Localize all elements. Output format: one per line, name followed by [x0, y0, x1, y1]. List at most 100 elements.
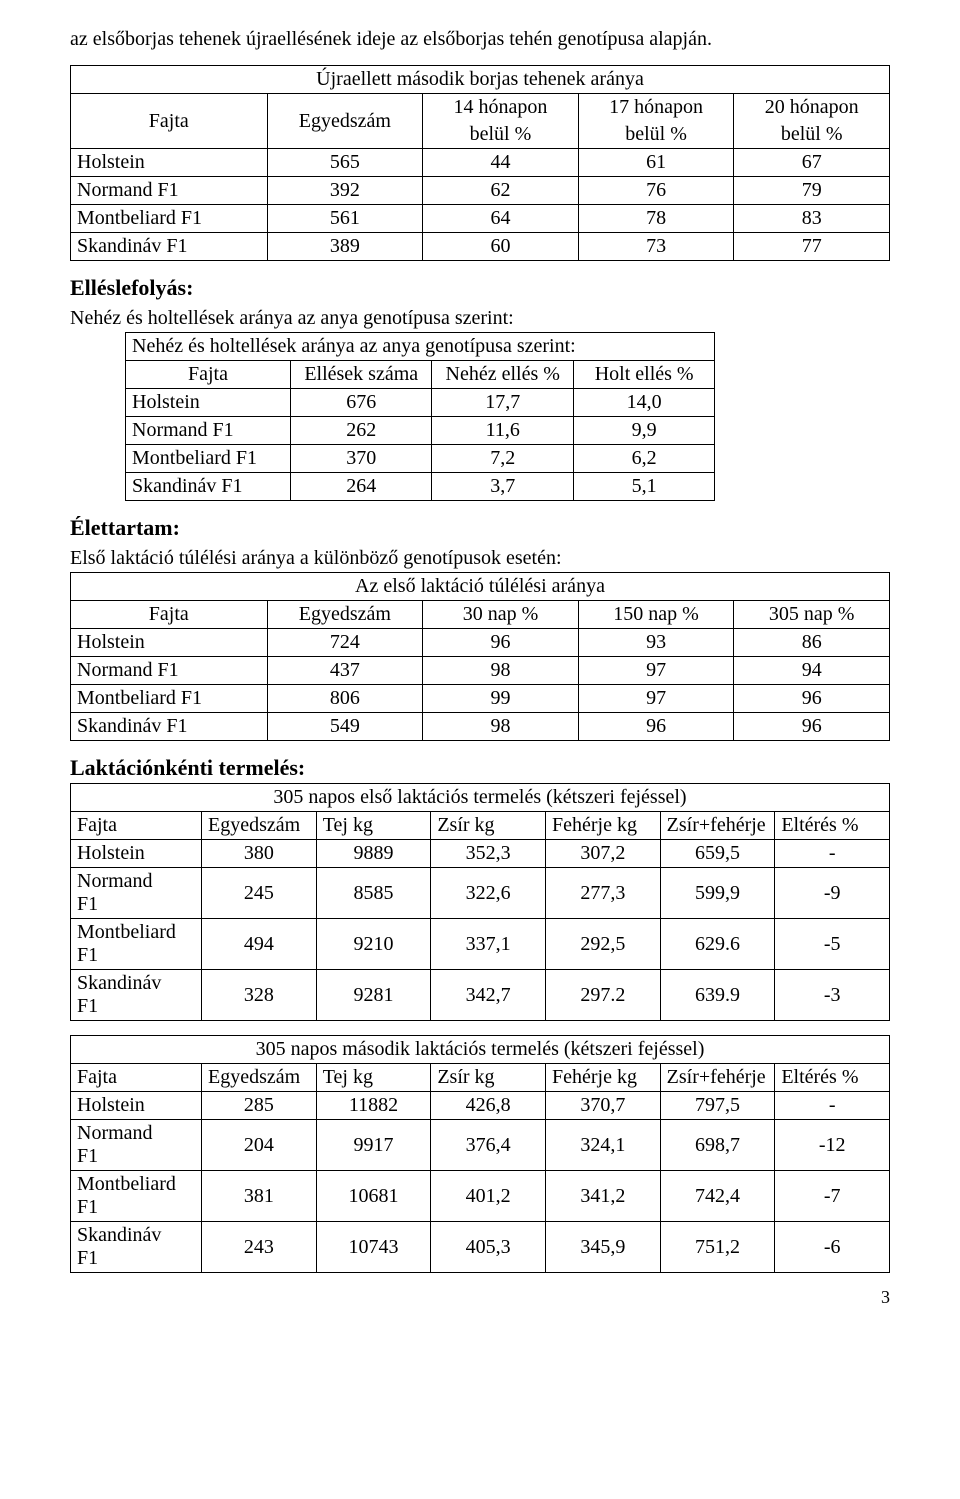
- col-breed: Fajta: [71, 601, 268, 629]
- table-cell: 565: [267, 149, 423, 177]
- table-cell: 292,5: [546, 919, 661, 970]
- table-title: Újraellett második borjas tehenek aránya: [71, 66, 890, 94]
- table-cell: 94: [734, 657, 890, 685]
- table-cell: 324,1: [546, 1120, 661, 1171]
- table-cell: 345,9: [546, 1222, 661, 1273]
- table-cell: 97: [578, 657, 734, 685]
- intro-paragraph: az elsőborjas tehenek újraellésének idej…: [70, 28, 890, 51]
- table-cell: Montbeliard F1: [126, 445, 291, 473]
- table-cell: 307,2: [546, 840, 661, 868]
- col-feh: Fehérje kg: [546, 812, 661, 840]
- table-cell: 401,2: [431, 1171, 546, 1222]
- section-elettartam: Élettartam:: [70, 515, 890, 541]
- table-cell: 3,7: [432, 473, 573, 501]
- col-30: 30 nap %: [423, 601, 579, 629]
- table-cell: Holstein: [71, 149, 268, 177]
- col-count: Egyedszám: [202, 1064, 317, 1092]
- table-cell: 60: [423, 233, 579, 261]
- table-cell: 264: [291, 473, 432, 501]
- section-laktacio: Laktációnkénti termelés:: [70, 755, 890, 781]
- table-cell: MontbeliardF1: [71, 919, 202, 970]
- recalving-table: Újraellett második borjas tehenek aránya…: [70, 65, 890, 261]
- table-row: Holstein565446167: [71, 149, 890, 177]
- table-title: 305 napos első laktációs termelés (kétsz…: [71, 784, 890, 812]
- col-17-top: 17 hónapon: [578, 94, 734, 122]
- col-breed: Fajta: [126, 361, 291, 389]
- col-elt: Eltérés %: [775, 812, 890, 840]
- table-cell: -9: [775, 868, 890, 919]
- table-cell: 381: [202, 1171, 317, 1222]
- table-cell: Skandináv F1: [71, 233, 268, 261]
- table-cell: -7: [775, 1171, 890, 1222]
- table-cell: 599,9: [660, 868, 775, 919]
- table-cell: 797,5: [660, 1092, 775, 1120]
- table-cell: 44: [423, 149, 579, 177]
- table-row: Holstein724969386: [71, 629, 890, 657]
- table-cell: 9889: [316, 840, 431, 868]
- table-cell: Normand F1: [126, 417, 291, 445]
- first-lactation-table: 305 napos első laktációs termelés (kétsz…: [70, 783, 890, 1021]
- table-row: Normand F1437989794: [71, 657, 890, 685]
- elles-intro: Nehéz és holtellések aránya az anya geno…: [70, 307, 890, 330]
- table-cell: 96: [578, 713, 734, 741]
- table-cell: 405,3: [431, 1222, 546, 1273]
- table-cell: 67: [734, 149, 890, 177]
- table-cell: SkandinávF1: [71, 970, 202, 1021]
- table-cell: 73: [578, 233, 734, 261]
- table-cell: 9,9: [573, 417, 714, 445]
- table-row: Montbeliard F13707,26,2: [126, 445, 715, 473]
- table-cell: 322,6: [431, 868, 546, 919]
- table-cell: Skandináv F1: [71, 713, 268, 741]
- table-cell: 99: [423, 685, 579, 713]
- table-cell: -: [775, 840, 890, 868]
- table-cell: 7,2: [432, 445, 573, 473]
- table-cell: 11,6: [432, 417, 573, 445]
- col-zf: Zsír+fehérje: [660, 1064, 775, 1092]
- table-cell: 62: [423, 177, 579, 205]
- col-20-bot: belül %: [734, 121, 890, 149]
- col-elt: Eltérés %: [775, 1064, 890, 1092]
- table-cell: 78: [578, 205, 734, 233]
- table-row: SkandinávF13289281342,7297.2639.9-3: [71, 970, 890, 1021]
- table-cell: Holstein: [126, 389, 291, 417]
- table-row: NormandF12458585322,6277,3599,9-9: [71, 868, 890, 919]
- table-row: Normand F126211,69,9: [126, 417, 715, 445]
- table-cell: 659,5: [660, 840, 775, 868]
- table-cell: 639.9: [660, 970, 775, 1021]
- table-cell: Holstein: [71, 840, 202, 868]
- col-14-bot: belül %: [423, 121, 579, 149]
- table-cell: 96: [734, 713, 890, 741]
- col-breed: Fajta: [71, 812, 202, 840]
- table-cell: 342,7: [431, 970, 546, 1021]
- table-cell: 98: [423, 713, 579, 741]
- table-cell: 494: [202, 919, 317, 970]
- table-row: SkandinávF124310743405,3345,9751,2-6: [71, 1222, 890, 1273]
- table-cell: 5,1: [573, 473, 714, 501]
- col-17-bot: belül %: [578, 121, 734, 149]
- table-cell: -12: [775, 1120, 890, 1171]
- table-cell: Montbeliard F1: [71, 685, 268, 713]
- col-feh: Fehérje kg: [546, 1064, 661, 1092]
- table-cell: 561: [267, 205, 423, 233]
- col-count: Egyedszám: [202, 812, 317, 840]
- table-cell: 277,3: [546, 868, 661, 919]
- page-number: 3: [70, 1287, 890, 1308]
- table-row: Skandináv F1549989696: [71, 713, 890, 741]
- section-elleslefolyas: Elléslefolyás:: [70, 275, 890, 301]
- table-cell: 437: [267, 657, 423, 685]
- table-cell: 337,1: [431, 919, 546, 970]
- table-cell: 14,0: [573, 389, 714, 417]
- elet-intro: Első laktáció túlélési aránya a különböz…: [70, 547, 890, 570]
- survival-table: Az első laktáció túlélési aránya Fajta E…: [70, 572, 890, 741]
- table-cell: 724: [267, 629, 423, 657]
- table-cell: Holstein: [71, 1092, 202, 1120]
- col-dead: Holt ellés %: [573, 361, 714, 389]
- table-cell: 77: [734, 233, 890, 261]
- table-title: 305 napos második laktációs termelés (ké…: [71, 1036, 890, 1064]
- table-cell: 96: [423, 629, 579, 657]
- col-305: 305 nap %: [734, 601, 890, 629]
- table-cell: 9917: [316, 1120, 431, 1171]
- table-cell: 76: [578, 177, 734, 205]
- table-cell: 352,3: [431, 840, 546, 868]
- table-row: MontbeliardF138110681401,2341,2742,4-7: [71, 1171, 890, 1222]
